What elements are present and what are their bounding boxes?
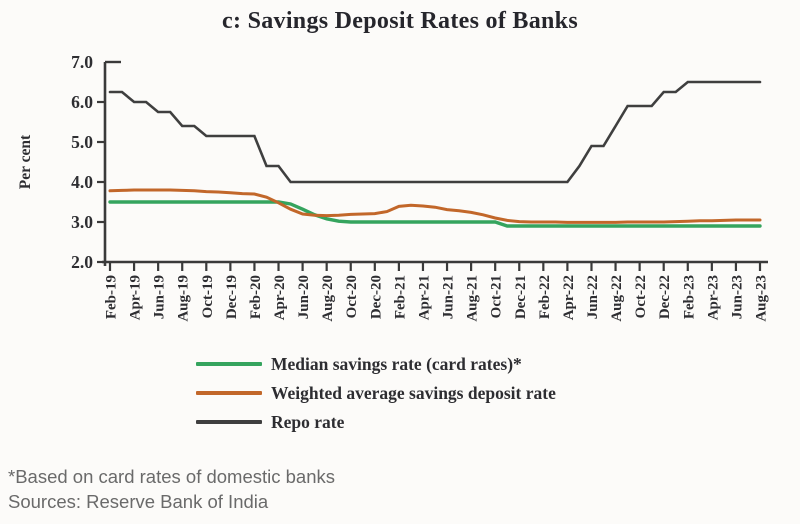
x-tick-label: Apr-21 [416, 275, 432, 320]
x-tick-label: Apr-22 [561, 275, 577, 320]
y-tick-label: 6.0 [71, 92, 93, 112]
y-tick-label: 4.0 [71, 172, 93, 192]
x-tick-label: Jun-20 [296, 275, 312, 319]
x-tick-label: Apr-20 [272, 275, 288, 320]
x-tick-label: Aug-22 [609, 275, 625, 322]
x-tick-label: Jun-23 [729, 275, 745, 319]
x-tick-label: Feb-19 [104, 275, 120, 319]
x-tick-label: Dec-22 [657, 275, 673, 319]
legend-item-median-savings-rate: Median savings rate (card rates)* [196, 353, 556, 375]
x-tick-label: Oct-22 [633, 275, 649, 318]
legend-label: Median savings rate (card rates)* [271, 353, 522, 374]
chart-legend: Median savings rate (card rates)* Weight… [196, 353, 556, 433]
x-tick-label: Aug-20 [320, 275, 336, 322]
x-tick-label: Aug-19 [176, 275, 192, 322]
y-tick-label: 2.0 [71, 252, 93, 272]
x-tick-label: Feb-20 [248, 275, 264, 319]
x-tick-label: Dec-19 [224, 275, 240, 319]
x-tick-label: Oct-19 [200, 275, 216, 318]
series-line-0 [108, 200, 762, 228]
footnote-sources: Sources: Reserve Bank of India [8, 491, 269, 512]
footnote-card-rates: *Based on card rates of domestic banks [8, 466, 336, 487]
x-tick-label: Feb-23 [681, 275, 697, 319]
x-tick-label: Apr-23 [705, 275, 721, 320]
x-tick-label: Feb-21 [392, 275, 408, 319]
x-tick-label: Dec-21 [513, 275, 529, 319]
x-tick-label: Aug-21 [465, 275, 481, 322]
x-tick-label: Jun-19 [152, 275, 168, 319]
legend-label: Repo rate [271, 411, 345, 432]
legend-label: Weighted average savings deposit rate [271, 382, 556, 403]
y-tick-label: 5.0 [71, 132, 93, 152]
legend-item-weighted-average-rate: Weighted average savings deposit rate [196, 382, 556, 404]
y-tick-label: 3.0 [71, 212, 93, 232]
x-tick-label: Dec-20 [368, 275, 384, 319]
y-tick-label: 7.0 [71, 52, 93, 72]
series-line-2 [108, 80, 762, 184]
series-line-1 [108, 188, 762, 224]
x-tick-label: Jun-22 [585, 275, 601, 319]
repo-rate-line-swatch [196, 420, 262, 424]
chart-footnotes: *Based on card rates of domestic banks S… [8, 464, 335, 514]
x-tick-label: Apr-19 [128, 275, 144, 320]
x-tick-label: Aug-23 [754, 275, 770, 322]
savings-deposit-rates-chart: 7.0 6.0 5.0 4.0 3.0 2.0 Feb-19 Apr-19 Jun-19 Aug-… [17, 52, 770, 322]
x-tick-label: Oct-20 [344, 275, 360, 318]
x-tick-label: Oct-21 [489, 275, 505, 318]
x-tick-label: Feb-22 [537, 275, 553, 319]
median-savings-rate-line-swatch [196, 362, 262, 366]
x-tick-label: Jun-21 [441, 275, 457, 319]
y-axis-label: Per cent [17, 134, 34, 189]
weighted-average-rate-line-swatch [196, 391, 262, 395]
legend-item-repo-rate: Repo rate [196, 411, 556, 433]
chart-title: c: Savings Deposit Rates of Banks [222, 8, 578, 34]
